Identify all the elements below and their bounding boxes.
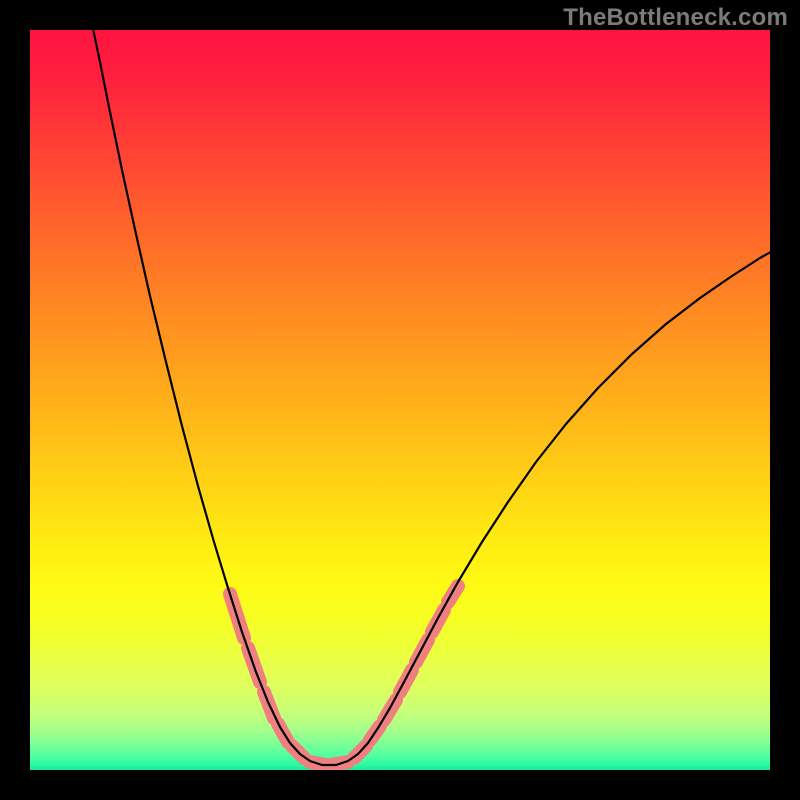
outer-frame: TheBottleneck.com <box>0 0 800 800</box>
watermark-text: TheBottleneck.com <box>563 4 788 32</box>
chart-svg <box>30 30 770 770</box>
gradient-background <box>30 30 770 770</box>
plot-area <box>30 30 770 770</box>
